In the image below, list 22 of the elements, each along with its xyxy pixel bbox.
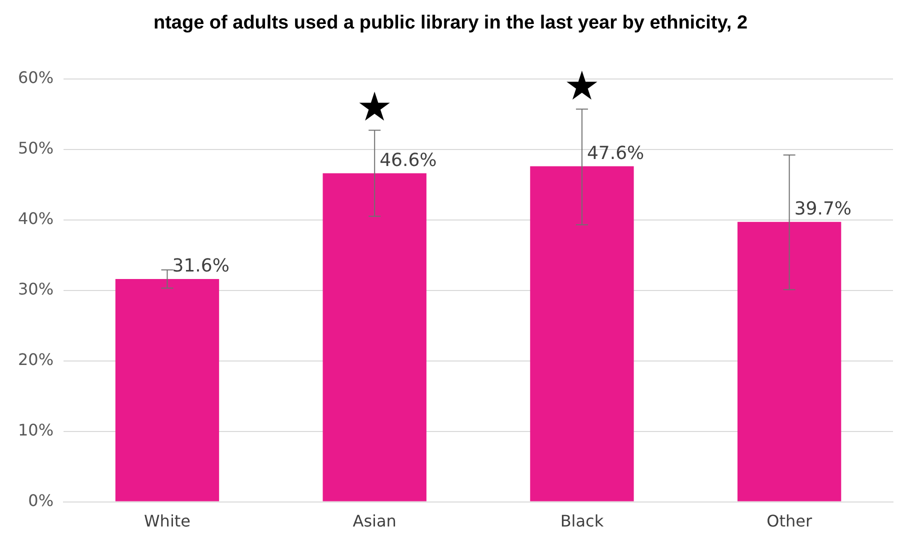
bar [737, 222, 842, 502]
y-tick-label: 50% [18, 138, 54, 158]
data-label: 31.6% [172, 256, 230, 277]
annotation: ★ [356, 84, 393, 131]
x-tick-label: Black [560, 512, 604, 531]
x-tick-label: Other [766, 512, 812, 531]
y-tick-label: 10% [18, 420, 54, 440]
x-tick-label: Asian [352, 512, 396, 531]
y-tick-label: 40% [18, 208, 54, 228]
data-label: 39.7% [794, 198, 852, 220]
bar [322, 173, 426, 502]
x-tick-label: White [144, 512, 191, 531]
data-label: 46.6% [380, 150, 437, 171]
y-tick-label: 60% [18, 68, 54, 87]
bar [530, 166, 634, 502]
y-tick-label: 20% [18, 350, 54, 369]
bar [115, 279, 220, 502]
data-label: 47.6% [586, 142, 644, 164]
chart-title: ntage of adults used a public library in the last year by ethnicity, 2 [153, 12, 748, 34]
y-tick-label: 0% [28, 490, 54, 510]
y-tick-label: 30% [18, 279, 54, 298]
annotation: ★ [564, 64, 600, 110]
